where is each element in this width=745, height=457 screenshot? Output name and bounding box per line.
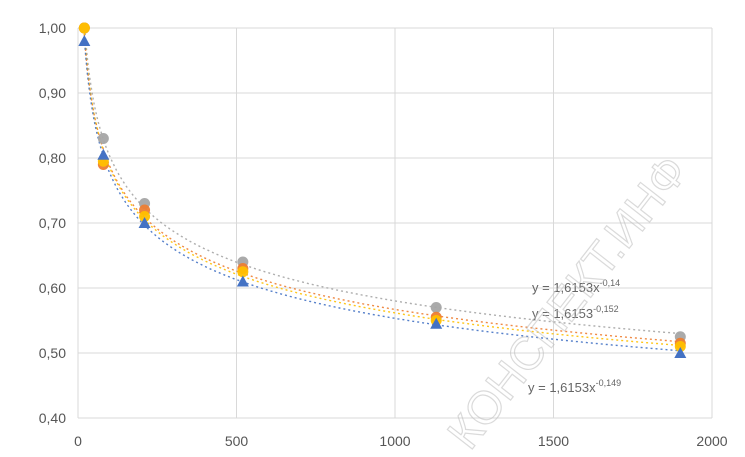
x-tick-label: 500 (225, 433, 249, 449)
data-markers (78, 22, 687, 358)
data-point-triangle (674, 347, 687, 358)
data-point (139, 211, 151, 222)
data-point (237, 266, 249, 278)
data-point (674, 341, 686, 352)
grid (77, 27, 713, 419)
axis-labels: 0 500 1000 1500 2000 0,40 0,50 0,60 0,70 0,80 0,90… (39, 20, 728, 449)
y-tick-label: 1,00 (39, 20, 66, 36)
trendlines (83, 23, 681, 352)
trendline-equations: y = 1,6153x-0,14 y = 1,6153-0,152 y = 1,61… (528, 278, 621, 395)
data-point-triangle (236, 275, 249, 287)
trendline (83, 37, 681, 352)
x-tick-label: 1000 (379, 433, 410, 449)
y-tick-label: 0,90 (39, 85, 66, 101)
data-point (78, 22, 90, 34)
y-tick-label: 0,60 (39, 280, 66, 296)
data-point-triangle (430, 317, 443, 329)
data-point-triangle (97, 148, 110, 160)
trendline (83, 33, 681, 343)
x-tick-label: 0 (74, 433, 82, 449)
trendline-equation: y = 1,6153x-0,14 (532, 278, 620, 295)
data-point (97, 133, 109, 144)
data-point-triangle (138, 217, 151, 228)
y-tick-label: 0,40 (39, 410, 66, 426)
data-point-triangle (78, 35, 91, 46)
watermark: КОНСПЕКТ.ИНФ (437, 146, 697, 457)
y-tick-label: 0,70 (39, 215, 66, 231)
x-tick-label: 1500 (538, 433, 569, 449)
y-tick-label: 0,80 (39, 150, 66, 166)
trendline (83, 32, 681, 347)
x-tick-label: 2000 (696, 433, 727, 449)
y-tick-label: 0,50 (39, 345, 66, 361)
data-point (430, 302, 442, 313)
trendline-equation: y = 1,6153-0,152 (532, 304, 619, 321)
trendline-equation: y = 1,6153x-0,149 (528, 378, 621, 395)
